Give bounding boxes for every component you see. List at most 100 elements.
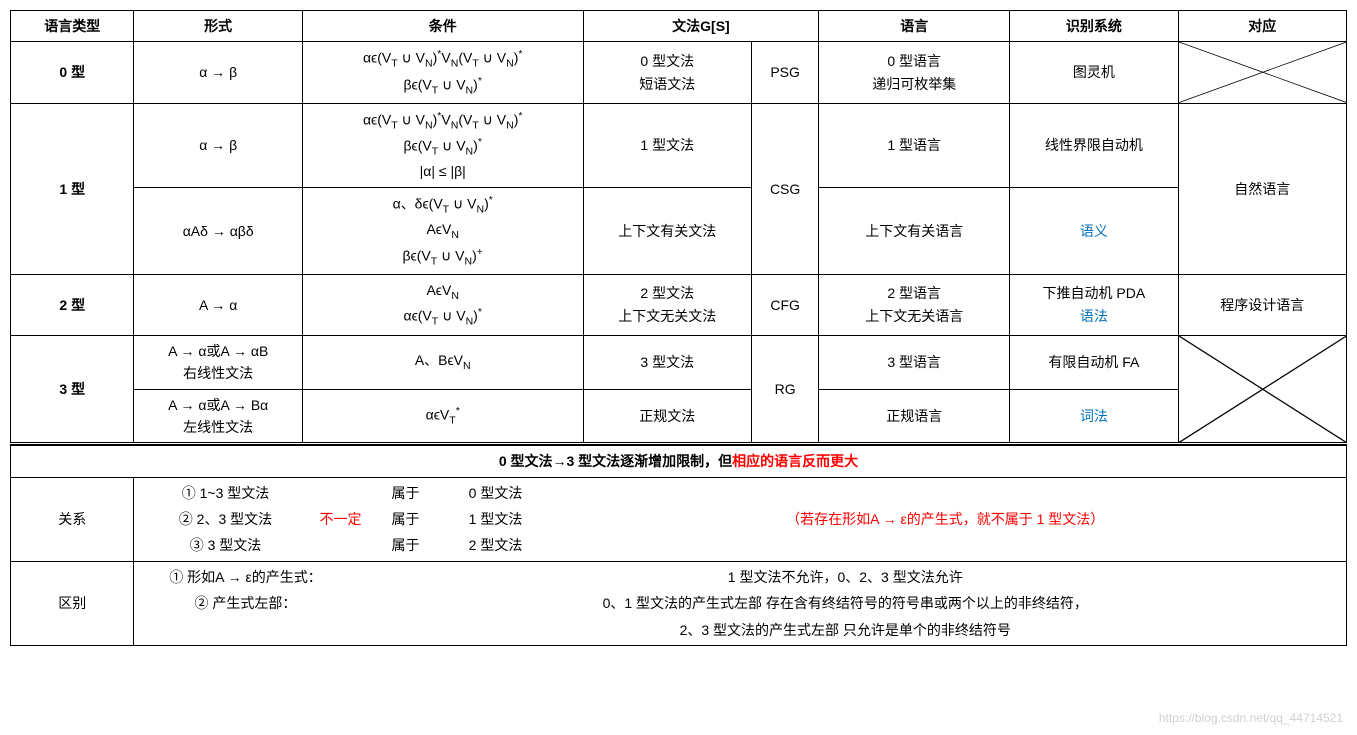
type0-lang-1: 0 型语言 xyxy=(825,50,1003,72)
cell-difference-body: ① 形如A → ε的产生式： 1 型文法不允许，0、2、3 型文法允许 ② 产生… xyxy=(134,561,1347,645)
cell-type3a-gsa: 3 型文法 xyxy=(583,335,751,389)
rel-1-c: 属于 xyxy=(370,482,440,504)
diff-2-a: ② 产生式左部： xyxy=(140,592,350,614)
cell-type3a-form: A → α或A → αB 右线性文法 xyxy=(134,335,302,389)
type0-lang-2: 递归可枚举集 xyxy=(825,73,1003,95)
summary-text-b: 相应的语言反而更大 xyxy=(732,453,858,469)
cell-type3a-cond: A、BϵVN xyxy=(302,335,583,389)
hdr-recog: 识别系统 xyxy=(1010,11,1178,42)
type2-recog-2: 语法 xyxy=(1016,305,1171,327)
cell-type3b-lang: 正规语言 xyxy=(819,389,1010,444)
row-relation: 关系 ① 1~3 型文法 属于 0 型文法 ② 2、3 型文法 不一定 属于 1… xyxy=(11,477,1347,561)
cell-type2-lang: 2 型语言 上下文无关语言 xyxy=(819,274,1010,335)
type2-cond-2: αϵ(VT ∪ VN)* xyxy=(309,304,577,330)
hdr-type: 语言类型 xyxy=(11,11,134,42)
type0-gsa-1: 0 型文法 xyxy=(590,50,745,72)
type2-cond-1: AϵVN xyxy=(309,279,577,305)
type3a-form-1: A → α或A → αB xyxy=(140,340,295,362)
cell-type0-gsb: PSG xyxy=(751,42,818,104)
type0-cond-1: αϵ(VT ∪ VN)*VN(VT ∪ VN)* xyxy=(309,46,577,72)
cell-type2-gsa: 2 型文法 上下文无关文法 xyxy=(583,274,751,335)
cell-type0-corr xyxy=(1178,42,1346,104)
row-type3b: A → α或A → Bα 左线性文法 αϵVT* 正规文法 正规语言 词法 xyxy=(11,389,1347,444)
cell-type1a-lang: 1 型语言 xyxy=(819,103,1010,187)
grammar-hierarchy-table: 语言类型 形式 条件 文法G[S] 语言 识别系统 对应 0 型 α → β α… xyxy=(10,10,1347,646)
rel-2-c: 属于 xyxy=(370,508,440,530)
cell-type2-corr: 程序设计语言 xyxy=(1178,274,1346,335)
hdr-lang: 语言 xyxy=(819,11,1010,42)
cell-type3-corr xyxy=(1178,335,1346,444)
diff-2-c: 2、3 型文法的产生式左部 只允许是单个的非终结符号 xyxy=(350,619,1340,641)
cell-type1b-gsa: 上下文有关文法 xyxy=(583,187,751,274)
cell-relation-label: 关系 xyxy=(11,477,134,561)
type2-lang-2: 上下文无关语言 xyxy=(825,305,1003,327)
row-type2: 2 型 A → α AϵVN αϵ(VT ∪ VN)* 2 型文法 上下文无关文… xyxy=(11,274,1347,335)
cell-summary: 0 型文法→3 型文法逐渐增加限制，但相应的语言反而更大 xyxy=(11,446,1347,477)
row-type0: 0 型 α → β αϵ(VT ∪ VN)*VN(VT ∪ VN)* βϵ(VT… xyxy=(11,42,1347,104)
cell-type3b-recog: 词法 xyxy=(1010,389,1178,444)
row-summary: 0 型文法→3 型文法逐渐增加限制，但相应的语言反而更大 xyxy=(11,446,1347,477)
rel-2-e: （若存在形如A → ε的产生式，就不属于 1 型文法） xyxy=(550,508,1340,530)
cell-type1b-form: αAδ → αβδ xyxy=(134,187,302,274)
cell-type3-gsb: RG xyxy=(751,335,818,444)
watermark-text: https://blog.csdn.net/qq_44714521 xyxy=(1159,711,1343,725)
type1a-cond-2: βϵ(VT ∪ VN)* xyxy=(309,134,577,160)
cell-type0-cond: αϵ(VT ∪ VN)*VN(VT ∪ VN)* βϵ(VT ∪ VN)* xyxy=(302,42,583,104)
diff-1-b: 1 型文法不允许，0、2、3 型文法允许 xyxy=(350,566,1340,588)
cell-type0-label: 0 型 xyxy=(11,42,134,104)
cell-type1b-recog: 语义 xyxy=(1010,187,1178,274)
summary-text-a: 0 型文法→3 型文法逐渐增加限制，但 xyxy=(499,453,732,469)
cell-type1-gsb: CSG xyxy=(751,103,818,274)
type2-lang-1: 2 型语言 xyxy=(825,282,1003,304)
relation-grid: ① 1~3 型文法 属于 0 型文法 ② 2、3 型文法 不一定 属于 1 型文… xyxy=(140,482,1340,557)
type3b-form-1: A → α或A → Bα xyxy=(140,394,295,416)
rel-3-c: 属于 xyxy=(370,534,440,556)
table-header: 语言类型 形式 条件 文法G[S] 语言 识别系统 对应 xyxy=(11,11,1347,42)
type1b-cond-1: α、δϵ(VT ∪ VN)* xyxy=(309,192,577,218)
cell-type0-form: α → β xyxy=(134,42,302,104)
cell-type1-corr: 自然语言 xyxy=(1178,103,1346,274)
row-type1b: αAδ → αβδ α、δϵ(VT ∪ VN)* AϵVN βϵ(VT ∪ VN… xyxy=(11,187,1347,274)
cell-relation-body: ① 1~3 型文法 属于 0 型文法 ② 2、3 型文法 不一定 属于 1 型文… xyxy=(134,477,1347,561)
cell-type2-cond: AϵVN αϵ(VT ∪ VN)* xyxy=(302,274,583,335)
cell-type2-label: 2 型 xyxy=(11,274,134,335)
difference-grid: ① 形如A → ε的产生式： 1 型文法不允许，0、2、3 型文法允许 ② 产生… xyxy=(140,566,1340,641)
table-body: 0 型 α → β αϵ(VT ∪ VN)*VN(VT ∪ VN)* βϵ(VT… xyxy=(11,42,1347,646)
cell-type3-label: 3 型 xyxy=(11,335,134,444)
cell-type2-gsb: CFG xyxy=(751,274,818,335)
type1b-cond-3: βϵ(VT ∪ VN)+ xyxy=(309,244,577,270)
cell-type1b-lang: 上下文有关语言 xyxy=(819,187,1010,274)
row-type3a: 3 型 A → α或A → αB 右线性文法 A、BϵVN 3 型文法 RG 3… xyxy=(11,335,1347,389)
hdr-form: 形式 xyxy=(134,11,302,42)
cell-type0-lang: 0 型语言 递归可枚举集 xyxy=(819,42,1010,104)
cell-type2-recog: 下推自动机 PDA 语法 xyxy=(1010,274,1178,335)
type2-recog-1: 下推自动机 PDA xyxy=(1016,282,1171,304)
rel-2-b: 不一定 xyxy=(310,508,370,530)
cell-type3b-gsa: 正规文法 xyxy=(583,389,751,444)
cell-type3a-recog: 有限自动机 FA xyxy=(1010,335,1178,389)
rel-2-d: 1 型文法 xyxy=(440,508,550,530)
diff-2-b: 0、1 型文法的产生式左部 存在含有终结符号的符号串或两个以上的非终结符， xyxy=(350,592,1340,614)
hdr-cond: 条件 xyxy=(302,11,583,42)
cell-type3b-cond: αϵVT* xyxy=(302,389,583,444)
type2-gsa-2: 上下文无关文法 xyxy=(590,305,745,327)
rel-2-a: ② 2、3 型文法 xyxy=(140,508,310,530)
type2-gsa-1: 2 型文法 xyxy=(590,282,745,304)
type0-cond-2: βϵ(VT ∪ VN)* xyxy=(309,73,577,99)
rel-3-a: ③ 3 型文法 xyxy=(140,534,310,556)
hdr-corr: 对应 xyxy=(1178,11,1346,42)
cell-type3a-lang: 3 型语言 xyxy=(819,335,1010,389)
row-difference: 区别 ① 形如A → ε的产生式： 1 型文法不允许，0、2、3 型文法允许 ②… xyxy=(11,561,1347,645)
rel-1-d: 0 型文法 xyxy=(440,482,550,504)
cell-type0-gsa: 0 型文法 短语文法 xyxy=(583,42,751,104)
type1a-cond-3: |α| ≤ |β| xyxy=(309,160,577,182)
cell-type1a-recog: 线性界限自动机 xyxy=(1010,103,1178,187)
type1b-cond-2: AϵVN xyxy=(309,218,577,244)
row-type1a: 1 型 α → β αϵ(VT ∪ VN)*VN(VT ∪ VN)* βϵ(VT… xyxy=(11,103,1347,187)
cell-difference-label: 区别 xyxy=(11,561,134,645)
type3b-form-2: 左线性文法 xyxy=(140,416,295,438)
type0-gsa-2: 短语文法 xyxy=(590,73,745,95)
cell-type1b-cond: α、δϵ(VT ∪ VN)* AϵVN βϵ(VT ∪ VN)+ xyxy=(302,187,583,274)
rel-1-a: ① 1~3 型文法 xyxy=(140,482,310,504)
cell-type1a-gsa: 1 型文法 xyxy=(583,103,751,187)
